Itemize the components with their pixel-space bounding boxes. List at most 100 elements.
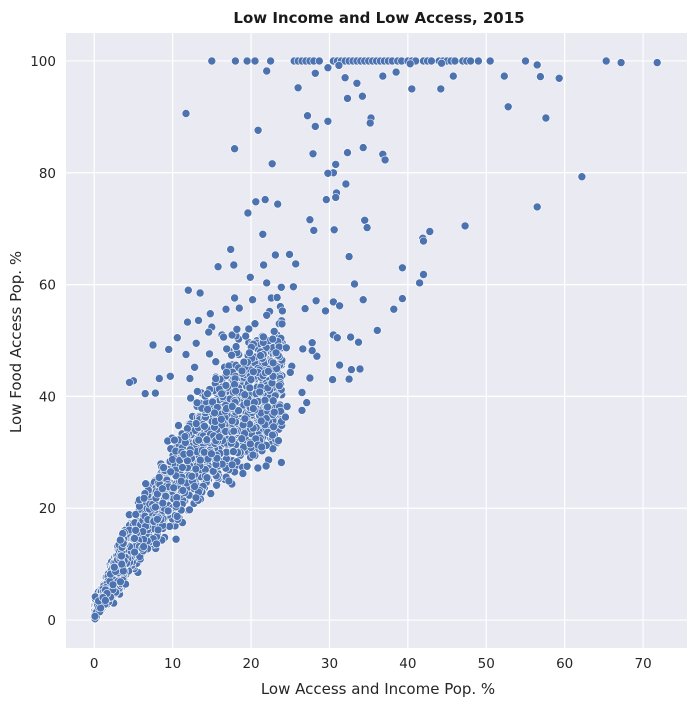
data-point: [185, 448, 195, 458]
data-point: [231, 56, 240, 66]
data-point: [437, 58, 446, 68]
data-point: [194, 435, 203, 445]
data-point: [269, 422, 278, 432]
data-point: [329, 297, 338, 307]
data-point: [108, 580, 118, 590]
data-point: [532, 60, 542, 70]
data-point: [139, 493, 149, 503]
data-point: [257, 442, 267, 452]
data-point: [185, 505, 194, 515]
data-point: [159, 463, 168, 472]
data-point: [300, 304, 310, 313]
data-point: [222, 344, 231, 354]
data-point: [250, 56, 260, 66]
data-point: [191, 493, 201, 503]
data-point: [293, 83, 303, 93]
data-point: [277, 319, 287, 329]
data-point: [360, 216, 370, 225]
data-point: [536, 72, 545, 81]
data-point: [466, 56, 475, 66]
data-point: [227, 460, 237, 470]
data-point: [158, 498, 168, 508]
data-point: [191, 464, 201, 474]
data-point: [347, 365, 356, 374]
data-point: [248, 450, 258, 460]
data-point: [208, 397, 217, 407]
data-point: [310, 69, 320, 78]
data-point: [271, 250, 280, 260]
data-point: [205, 349, 214, 359]
data-point: [192, 398, 202, 408]
data-point: [258, 230, 268, 239]
data-point: [249, 404, 258, 413]
data-point: [242, 56, 252, 66]
data-point: [203, 405, 212, 414]
data-point: [253, 126, 263, 135]
data-point: [460, 221, 470, 231]
data-point: [335, 301, 344, 311]
data-point: [297, 388, 307, 397]
data-point: [554, 74, 564, 83]
data-point: [503, 102, 513, 112]
data-point: [474, 56, 483, 66]
data-point: [206, 489, 216, 498]
data-point: [231, 386, 240, 396]
data-point: [227, 435, 237, 444]
data-point: [181, 350, 191, 359]
data-point: [171, 534, 181, 544]
data-point: [117, 551, 126, 561]
y-tick-label: 80: [39, 166, 56, 182]
data-point: [170, 435, 179, 445]
data-point: [398, 294, 407, 303]
data-point: [281, 343, 291, 353]
x-tick-label: 20: [242, 656, 259, 672]
data-point: [305, 373, 315, 383]
y-axis-label: Low Food Access Pop. %: [7, 251, 25, 433]
data-point: [282, 402, 292, 411]
data-point: [310, 122, 320, 131]
data-point: [263, 366, 273, 376]
data-point: [173, 333, 182, 343]
data-point: [158, 484, 167, 494]
data-point: [335, 360, 344, 370]
data-point: [219, 332, 228, 342]
data-point: [151, 388, 160, 398]
y-tick-label: 0: [47, 613, 56, 629]
data-point: [285, 368, 295, 377]
data-point: [253, 463, 263, 473]
data-point: [172, 512, 182, 521]
data-point: [262, 278, 272, 288]
data-point: [521, 56, 530, 66]
data-point: [237, 366, 247, 376]
data-point: [230, 144, 239, 153]
data-point: [274, 381, 284, 391]
data-point: [194, 316, 203, 325]
data-point: [227, 402, 237, 411]
data-point: [272, 293, 282, 302]
data-point: [229, 260, 239, 270]
data-point: [499, 71, 509, 81]
data-point: [274, 436, 283, 445]
data-point: [436, 84, 446, 94]
data-point: [307, 338, 317, 348]
data-point: [191, 419, 201, 428]
data-point: [151, 502, 160, 512]
data-point: [168, 455, 177, 464]
y-tick-label: 60: [39, 278, 56, 294]
data-point: [229, 447, 238, 456]
data-point: [323, 63, 333, 72]
data-point: [178, 463, 187, 472]
data-point: [222, 367, 231, 377]
data-point: [206, 309, 215, 319]
data-point: [176, 476, 186, 486]
data-point: [344, 252, 354, 261]
data-point: [415, 278, 424, 288]
y-tick-label: 100: [30, 54, 56, 70]
data-point: [616, 58, 626, 67]
data-point: [372, 326, 382, 335]
data-point: [248, 295, 257, 305]
data-point: [166, 371, 175, 381]
data-point: [117, 559, 127, 569]
x-tick-label: 50: [478, 656, 495, 672]
data-point: [308, 149, 318, 159]
